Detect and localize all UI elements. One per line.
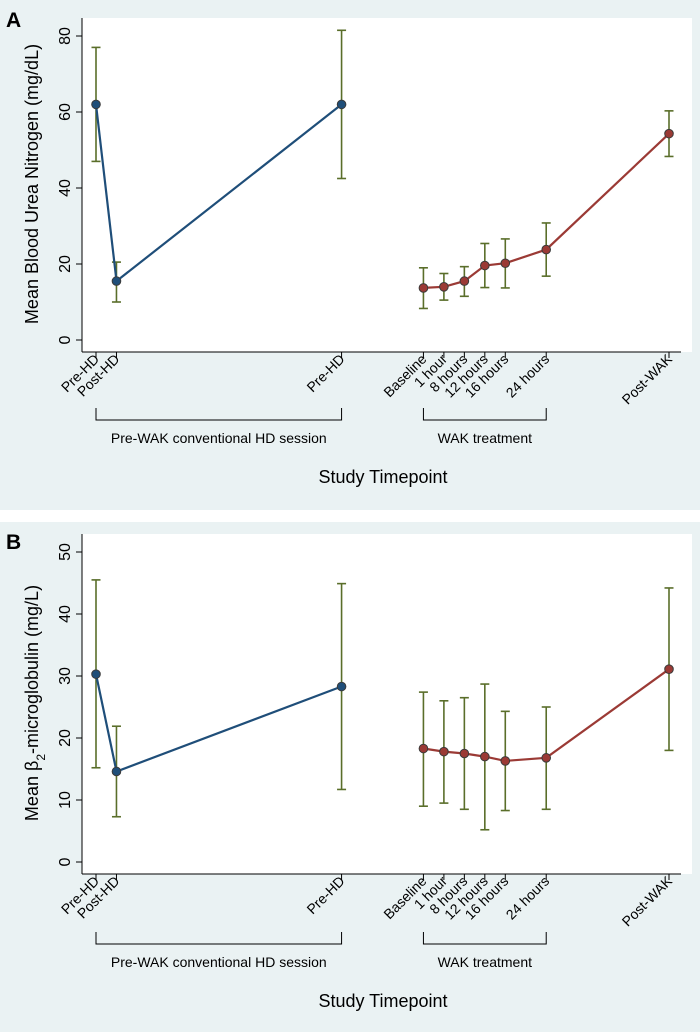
y-axis-label: Mean β2-microglobulin (mg/L): [22, 585, 48, 821]
data-point: [664, 128, 674, 139]
data-point: [439, 746, 449, 757]
y-tick-label: 60: [57, 103, 74, 121]
data-point: [111, 766, 122, 777]
data-point: [418, 283, 429, 293]
group-label: WAK treatment: [438, 954, 533, 970]
data-point: [91, 99, 101, 110]
panel-label: A: [6, 9, 21, 32]
y-axis-label-subscript: 2: [34, 754, 48, 761]
chart-panel-a: A 0 20 40 60 80 Mean Blood Urea Nitrogen (mg/d…: [0, 0, 700, 510]
y-tick-label: 40: [57, 605, 74, 623]
data-point: [459, 748, 470, 759]
group-bracket: [95, 932, 343, 945]
data-point: [500, 258, 511, 269]
data-point: [111, 276, 122, 286]
x-axis-label: Study Timepoint: [318, 467, 447, 487]
data-point: [336, 99, 347, 110]
data-point: [336, 681, 347, 692]
y-axis-label-part: Mean β: [22, 761, 42, 821]
y-tick-label: 50: [57, 543, 74, 561]
group-bracket: [95, 408, 343, 421]
data-point: [91, 669, 101, 679]
plot-area: [82, 534, 692, 874]
data-point: [480, 751, 490, 762]
y-tick-label: 40: [57, 179, 74, 197]
group-label: Pre-WAK conventional HD session: [111, 430, 327, 446]
group-bracket: [422, 932, 547, 945]
data-point: [500, 756, 511, 766]
group-label: Pre-WAK conventional HD session: [111, 954, 327, 970]
data-point: [541, 244, 552, 255]
y-axis-label-part: -microglobulin (mg/L): [22, 585, 42, 754]
y-tick-label: 0: [57, 335, 74, 344]
plot-area: [82, 18, 692, 352]
y-tick-label: 80: [57, 27, 74, 45]
y-tick-label: 10: [57, 791, 74, 809]
group-label: WAK treatment: [438, 430, 533, 446]
y-tick-label: 20: [57, 729, 74, 747]
data-point: [439, 282, 449, 292]
data-point: [541, 753, 552, 763]
y-axis-label: Mean Blood Urea Nitrogen (mg/dL): [22, 44, 42, 324]
y-tick-label: 0: [57, 857, 74, 866]
data-point: [480, 260, 490, 271]
x-axis-label: Study Timepoint: [318, 991, 447, 1011]
panel-label: B: [6, 531, 21, 554]
y-tick-label: 30: [57, 667, 74, 685]
group-bracket: [422, 408, 547, 421]
data-point: [664, 664, 674, 674]
y-tick-label: 20: [57, 255, 74, 273]
data-point: [459, 276, 470, 286]
data-point: [418, 743, 429, 754]
chart-panel-b: B 0 10 20 30 40 50 Mean β2-microglobulin (mg/L)…: [0, 522, 700, 1032]
